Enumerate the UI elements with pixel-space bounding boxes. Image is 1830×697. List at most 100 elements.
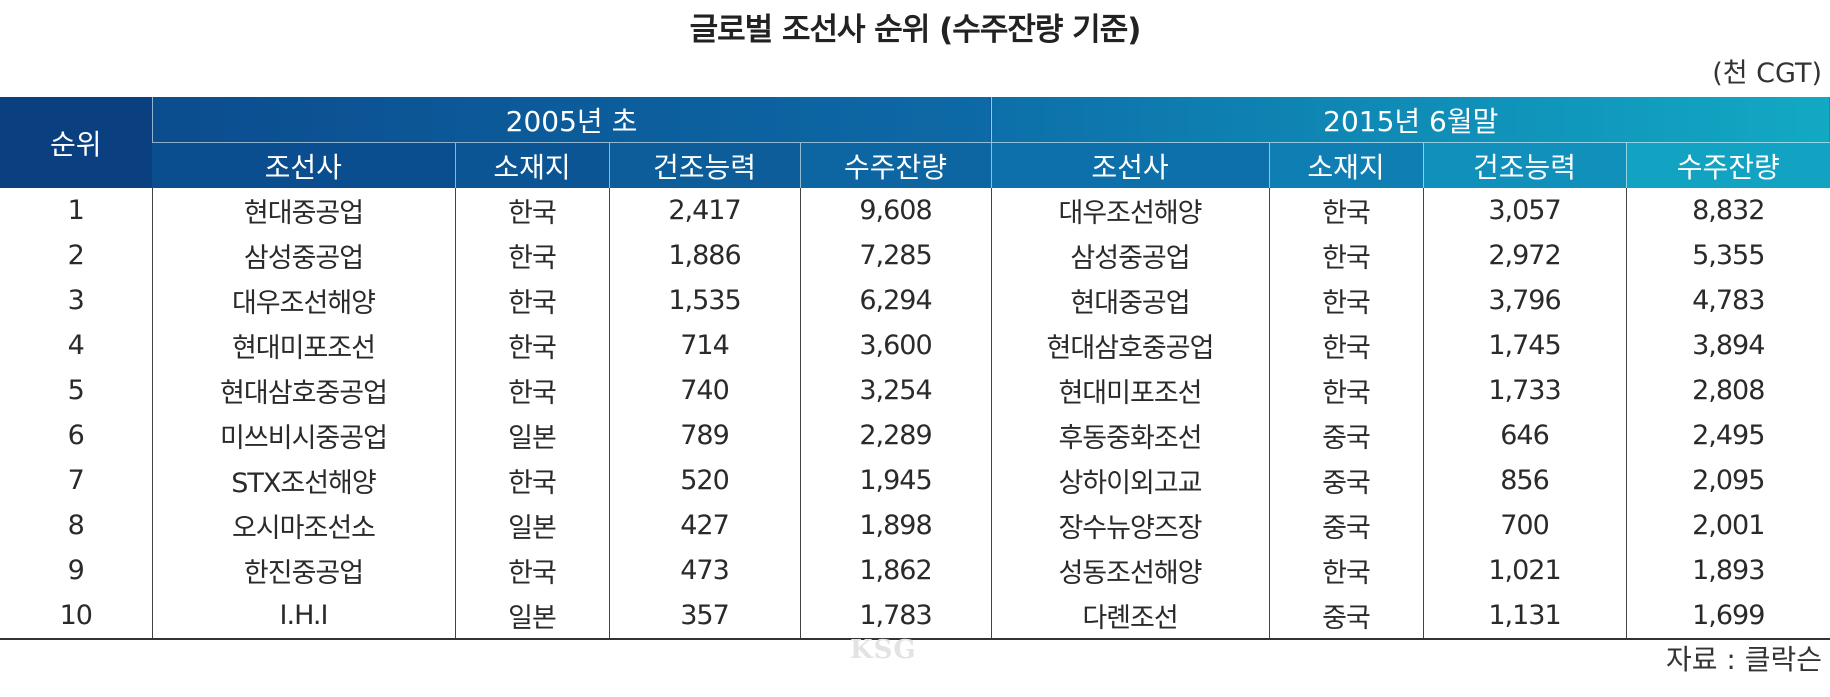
capacity-cell: 1,745: [1422, 323, 1626, 368]
backlog-cell: 2,808: [1625, 368, 1830, 413]
company-cell: 현대중공업: [990, 278, 1269, 323]
company-cell: 삼성중공업: [990, 233, 1269, 278]
location-cell: 중국: [1268, 458, 1423, 503]
backlog-cell: 4,783: [1625, 278, 1830, 323]
capacity-cell: 1,131: [1422, 593, 1626, 640]
backlog-cell: 6,294: [799, 278, 991, 323]
capacity-cell: 2,972: [1422, 233, 1626, 278]
capacity-cell: 1,021: [1422, 548, 1626, 593]
rank-cell: 8: [67, 510, 85, 541]
capacity-cell: 3,796: [1422, 278, 1626, 323]
table-row: 4 현대미포조선 한국 714 3,600 현대삼호중공업 한국 1,745 3,894: [0, 323, 1830, 368]
table-row: 1 현대중공업 한국 2,417 9,608 대우조선해양 한국 3,057 8,832: [0, 188, 1830, 233]
table-row: 6 미쓰비시중공업 일본 789 2,289 후동중화조선 중국 646 2,495: [0, 413, 1830, 458]
col-header-company-2015: 조선사: [990, 142, 1269, 188]
backlog-cell: 1,893: [1625, 548, 1830, 593]
capacity-cell: 427: [608, 503, 800, 548]
company-cell: 현대삼호중공업: [151, 368, 455, 413]
location-cell: 한국: [1268, 188, 1423, 233]
location-cell: 한국: [454, 458, 609, 503]
company-cell: 한진중공업: [151, 548, 455, 593]
location-cell: 한국: [1268, 548, 1423, 593]
company-cell: 삼성중공업: [151, 233, 455, 278]
table-row: 10 I.H.I 일본 357 1,783 다롄조선 중국 1,131 1,699: [0, 593, 1830, 640]
capacity-cell: 473: [608, 548, 800, 593]
rank-cell: 10: [0, 593, 152, 640]
backlog-cell: 3,894: [1625, 323, 1830, 368]
rank-cell: 1: [67, 195, 85, 226]
rank-cell: 7: [67, 465, 85, 496]
table-body: 1 현대중공업 한국 2,417 9,608 대우조선해양 한국 3,057 8,832 2 삼성중…: [0, 188, 1830, 640]
company-cell: 상하이외고교: [990, 458, 1269, 503]
capacity-cell: 2,417: [608, 188, 800, 233]
location-cell: 한국: [1268, 278, 1423, 323]
rank-cell: 5: [67, 375, 85, 406]
backlog-cell: 2,289: [799, 413, 991, 458]
location-cell: 한국: [454, 548, 609, 593]
rank-cell: 9: [67, 555, 85, 586]
capacity-cell: 700: [1422, 503, 1626, 548]
backlog-cell: 7,285: [799, 233, 991, 278]
rank-header: 순위: [0, 97, 152, 188]
col-header-capacity-2005: 건조능력: [608, 142, 800, 188]
location-cell: 일본: [454, 413, 609, 458]
company-cell: 미쓰비시중공업: [151, 413, 455, 458]
backlog-cell: 1,945: [799, 458, 991, 503]
capacity-cell: 1,733: [1422, 368, 1626, 413]
capacity-cell: 357: [608, 593, 800, 640]
location-cell: 중국: [1268, 593, 1423, 640]
company-cell: 대우조선해양: [990, 188, 1269, 233]
col-header-company-2005: 조선사: [152, 142, 455, 188]
capacity-cell: 740: [608, 368, 800, 413]
capacity-cell: 646: [1422, 413, 1626, 458]
backlog-cell: 3,600: [799, 323, 991, 368]
company-cell: 현대삼호중공업: [990, 323, 1269, 368]
source-note: 자료 : 클락슨: [1665, 643, 1822, 676]
company-cell: 대우조선해양: [151, 278, 455, 323]
capacity-cell: 520: [608, 458, 800, 503]
backlog-cell: 1,898: [799, 503, 991, 548]
capacity-cell: 714: [608, 323, 800, 368]
group-header-2015: 2015년 6월말: [990, 97, 1830, 143]
col-header-backlog-2015: 수주잔량: [1625, 142, 1830, 188]
location-cell: 한국: [454, 323, 609, 368]
col-header-location-2015: 소재지: [1268, 142, 1423, 188]
col-header-backlog-2005: 수주잔량: [799, 142, 991, 188]
company-cell: 다롄조선: [990, 593, 1269, 640]
capacity-cell: 1,886: [608, 233, 800, 278]
company-cell: STX조선해양: [151, 458, 455, 503]
backlog-cell: 3,254: [799, 368, 991, 413]
page-title: 글로벌 조선사 순위 (수주잔량 기준): [689, 12, 1142, 48]
backlog-cell: 9,608: [799, 188, 991, 233]
backlog-cell: 2,001: [1625, 503, 1830, 548]
location-cell: 한국: [1268, 323, 1423, 368]
capacity-cell: 856: [1422, 458, 1626, 503]
table-row: 3 대우조선해양 한국 1,535 6,294 현대중공업 한국 3,796 4,783: [0, 278, 1830, 323]
table-header: 순위 2005년 초 2015년 6월말 조선사 소재지 건조능력 수주잔량 조…: [0, 97, 1830, 188]
company-cell: 성동조선해양: [990, 548, 1269, 593]
location-cell: 한국: [454, 233, 609, 278]
rank-cell: 2: [67, 240, 85, 271]
location-cell: 일본: [454, 593, 609, 640]
table-row: 7 STX조선해양 한국 520 1,945 상하이외고교 중국 856 2,095: [0, 458, 1830, 503]
location-cell: 일본: [454, 503, 609, 548]
backlog-cell: 5,355: [1625, 233, 1830, 278]
table-row: 2 삼성중공업 한국 1,886 7,285 삼성중공업 한국 2,972 5,355: [0, 233, 1830, 278]
table-row: 8 오시마조선소 일본 427 1,898 장수뉴양즈장 중국 700 2,001: [0, 503, 1830, 548]
location-cell: 한국: [1268, 233, 1423, 278]
shipbuilder-ranking-table: 순위 2005년 초 2015년 6월말 조선사 소재지 건조능력 수주잔량 조…: [0, 97, 1830, 640]
location-cell: 중국: [1268, 413, 1423, 458]
backlog-cell: 1,783: [799, 593, 991, 640]
col-header-location-2005: 소재지: [454, 142, 609, 188]
capacity-cell: 1,535: [608, 278, 800, 323]
location-cell: 한국: [454, 188, 609, 233]
backlog-cell: 8,832: [1625, 188, 1830, 233]
company-cell: 오시마조선소: [151, 503, 455, 548]
backlog-cell: 1,699: [1625, 593, 1830, 640]
unit-label: (천 CGT): [1712, 58, 1822, 89]
backlog-cell: 2,495: [1625, 413, 1830, 458]
backlog-cell: 2,095: [1625, 458, 1830, 503]
company-cell: I.H.I: [151, 593, 455, 640]
company-cell: 장수뉴양즈장: [990, 503, 1269, 548]
watermark-logo: KSG: [850, 635, 917, 665]
